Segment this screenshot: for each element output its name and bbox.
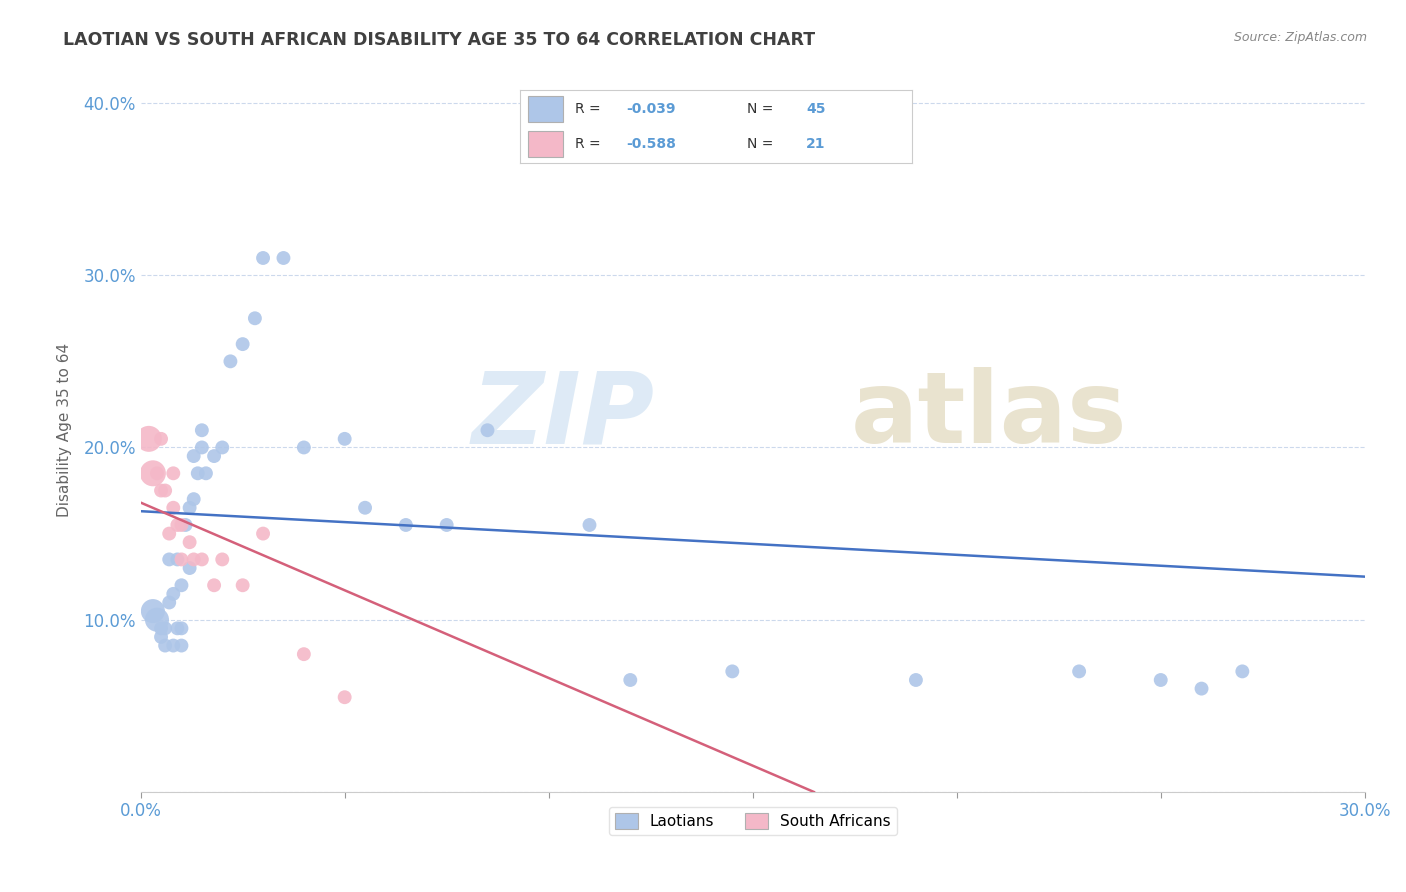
Point [183,449,205,463]
Point [191,441,214,455]
Point [170,578,193,592]
Point [202,449,225,463]
Point [273,251,295,265]
Legend: Laotians, South Africans: Laotians, South Africans [609,806,897,835]
Point [170,639,193,653]
Point [170,621,193,635]
Point [157,552,180,566]
Point [150,630,173,644]
Point [292,647,315,661]
Point [243,311,266,326]
Point [179,500,201,515]
Point [183,492,205,507]
Point [232,578,254,592]
Y-axis label: Disability Age 35 to 64: Disability Age 35 to 64 [58,343,72,517]
Point [194,467,217,481]
Point [1232,665,1254,679]
Point [292,441,315,455]
Point [619,673,641,687]
Point [1191,681,1213,696]
Point [395,518,418,533]
Point [166,621,188,635]
Point [578,518,600,533]
Point [179,561,201,575]
Point [211,552,233,566]
Point [150,483,173,498]
Point [162,467,184,481]
Point [153,621,176,635]
Point [162,500,184,515]
Point [436,518,458,533]
Point [187,467,209,481]
Point [252,251,274,265]
Point [904,673,927,687]
Point [191,552,214,566]
Point [170,518,193,533]
Point [174,518,197,533]
Point [146,613,169,627]
Point [354,500,377,515]
Point [232,337,254,351]
Point [183,552,205,566]
Point [333,690,356,705]
Point [191,423,214,437]
Point [1150,673,1173,687]
Text: atlas: atlas [851,368,1128,464]
Point [162,587,184,601]
Point [1069,665,1091,679]
Point [211,441,233,455]
Point [166,518,188,533]
Point [150,432,173,446]
Text: ZIP: ZIP [472,368,655,464]
Point [146,467,169,481]
Point [142,467,165,481]
Point [170,552,193,566]
Point [333,432,356,446]
Text: LAOTIAN VS SOUTH AFRICAN DISABILITY AGE 35 TO 64 CORRELATION CHART: LAOTIAN VS SOUTH AFRICAN DISABILITY AGE … [63,31,815,49]
Point [150,621,173,635]
Point [138,432,160,446]
Point [179,535,201,549]
Point [142,604,165,618]
Point [252,526,274,541]
Point [157,595,180,609]
Point [202,578,225,592]
Point [162,639,184,653]
Point [477,423,499,437]
Point [153,639,176,653]
Point [153,483,176,498]
Point [219,354,242,368]
Text: Source: ZipAtlas.com: Source: ZipAtlas.com [1233,31,1367,45]
Point [721,665,744,679]
Point [157,526,180,541]
Point [166,552,188,566]
